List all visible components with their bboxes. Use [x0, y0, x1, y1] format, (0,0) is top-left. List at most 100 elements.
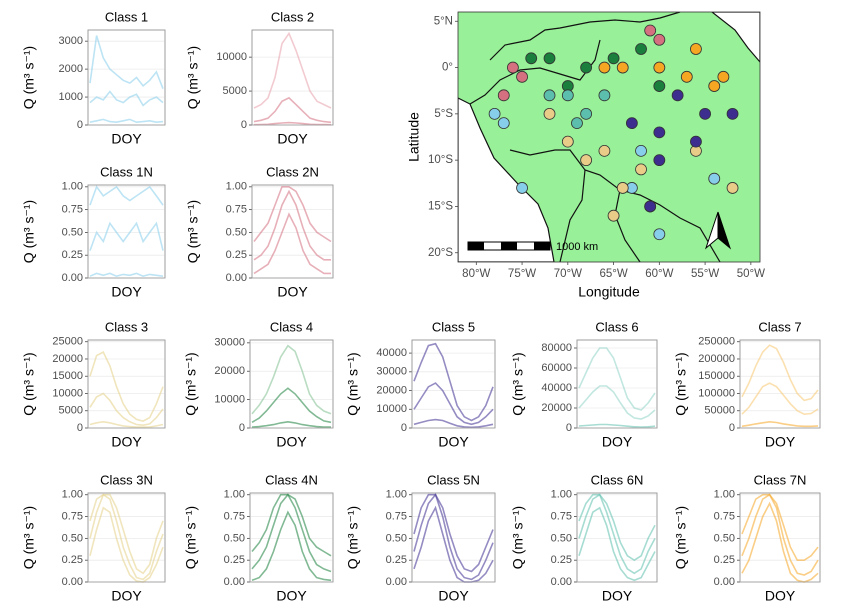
panel-title: Class 2: [271, 9, 314, 24]
panel: 0 20000 40000 60000 80000 Class 6 DOY Q (m³ s⁻¹…: [510, 319, 658, 450]
plot-border: [249, 339, 334, 429]
station-point: [635, 163, 647, 176]
plot-border: [739, 339, 821, 429]
series-line: [413, 418, 494, 429]
panel: 0 10000 20000 30000 40000 Class 5 DOY Q (m³ s⁻¹…: [345, 319, 496, 450]
series-line: [89, 90, 164, 107]
x-axis-title: DOY: [602, 434, 633, 450]
panel: 0 1000 2000 3000 Class 1 DOY Q (m³ s⁻¹): [21, 9, 166, 147]
station-point: [690, 135, 702, 148]
series-line: [89, 35, 164, 89]
y-axis-title: Q (m³ s⁻¹): [673, 352, 689, 415]
station-point: [488, 107, 501, 120]
panel-title: Class 5N: [427, 472, 480, 487]
series-line: [741, 501, 819, 583]
panel: 0.00 0.25 0.50 0.75 1.00 Class 1N DOY Q (m³ s⁻¹…: [21, 164, 166, 300]
station-point: [580, 107, 593, 120]
y-axis-title: Latitude: [406, 112, 422, 162]
panel: 0.00 0.25 0.50 0.75 1.00 Class 7N DOY Q (m³ s⁻¹…: [673, 472, 821, 604]
x-axis-title: DOY: [111, 284, 142, 300]
panel-title: Class 3: [105, 319, 148, 334]
station-point: [635, 144, 647, 157]
x-tick-label: 75°W: [508, 268, 536, 280]
x-axis-title: DOY: [276, 434, 307, 450]
y-tick-label: 10000: [376, 403, 407, 415]
panel: 0 5000 10000 Class 2 DOY Q (m³ s⁻¹): [185, 9, 334, 147]
station-point: [561, 89, 574, 102]
series-line: [89, 118, 164, 124]
station-point: [616, 61, 629, 74]
x-axis-title: DOY: [111, 131, 142, 147]
border: [614, 189, 641, 262]
series-line: [89, 351, 164, 422]
plot-border: [87, 339, 166, 429]
plot-area: [739, 339, 821, 429]
station-point: [653, 80, 666, 92]
y-tick-label: 0.50: [62, 532, 83, 544]
station-point: [690, 43, 702, 55]
series-line: [253, 31, 332, 109]
y-axis-title: Q (m³ s⁻¹): [21, 352, 37, 415]
y-tick-label: 20000: [376, 384, 407, 396]
station-point: [699, 107, 711, 120]
series-line: [89, 185, 164, 206]
series-line: [741, 420, 819, 428]
station-point: [598, 89, 611, 102]
station-point: [607, 209, 620, 222]
plot-border: [411, 492, 496, 583]
y-tick-label: 0°: [442, 62, 453, 74]
station-point: [525, 52, 538, 65]
y-tick-label: 60000: [541, 362, 572, 374]
y-axis-title: Q (m³ s⁻¹): [183, 506, 199, 569]
y-tick-label: 0.50: [224, 532, 245, 544]
series-line: [89, 272, 164, 278]
y-tick-label: 3000: [59, 35, 83, 47]
y-tick-label: 40000: [541, 382, 572, 394]
y-tick-label: 1000: [59, 91, 83, 103]
plot-border: [739, 492, 821, 583]
y-tick-label: 10°S: [428, 154, 453, 166]
y-tick-label: 50000: [704, 405, 735, 417]
y-tick-label: 0.25: [62, 554, 83, 566]
series-line: [741, 493, 819, 576]
series-line: [251, 387, 332, 424]
y-tick-label: 0.50: [386, 532, 407, 544]
ocean: [711, 12, 760, 63]
plot-area: [576, 339, 658, 429]
y-axis-title: Q (m³ s⁻¹): [345, 352, 361, 415]
plot-area: [251, 29, 334, 126]
panel-title: Class 2N: [266, 164, 319, 179]
y-tick-label: 10000: [216, 51, 247, 63]
station-point: [598, 144, 611, 157]
x-axis-title: DOY: [111, 434, 142, 450]
panel-title: Class 3N: [100, 472, 153, 487]
x-axis-title: DOY: [438, 434, 469, 450]
plot-border: [87, 492, 166, 583]
plot-border: [251, 184, 334, 279]
y-tick-label: 0.75: [224, 510, 245, 522]
y-axis-title: Q (m³ s⁻¹): [185, 200, 201, 263]
station-point: [708, 172, 721, 185]
y-tick-label: 80000: [541, 342, 572, 354]
y-tick-label: 0.25: [386, 554, 407, 566]
panel-title: Class 7: [758, 319, 801, 334]
panel-title: Class 6: [595, 319, 638, 334]
panel-title: Class 4: [270, 319, 313, 334]
station-point: [708, 80, 721, 92]
y-tick-label: 5000: [59, 405, 83, 417]
panel: 0.00 0.25 0.50 0.75 1.00 Class 4N DOY Q (m³ s⁻¹…: [183, 472, 334, 604]
plot-border: [576, 339, 658, 429]
y-tick-label: 40000: [376, 347, 407, 359]
y-tick-label: 1.00: [551, 489, 572, 501]
plot-border: [87, 184, 166, 279]
station-point: [726, 182, 739, 194]
y-tick-label: 5000: [223, 85, 247, 97]
map-points: [488, 24, 739, 241]
series-line: [251, 510, 332, 582]
station-point: [644, 200, 657, 213]
plot-area: [576, 492, 658, 583]
y-tick-label: 0.25: [224, 554, 245, 566]
plot-border: [249, 492, 334, 583]
panel-title: Class 6N: [591, 472, 644, 487]
y-tick-label: 1.00: [224, 489, 245, 501]
